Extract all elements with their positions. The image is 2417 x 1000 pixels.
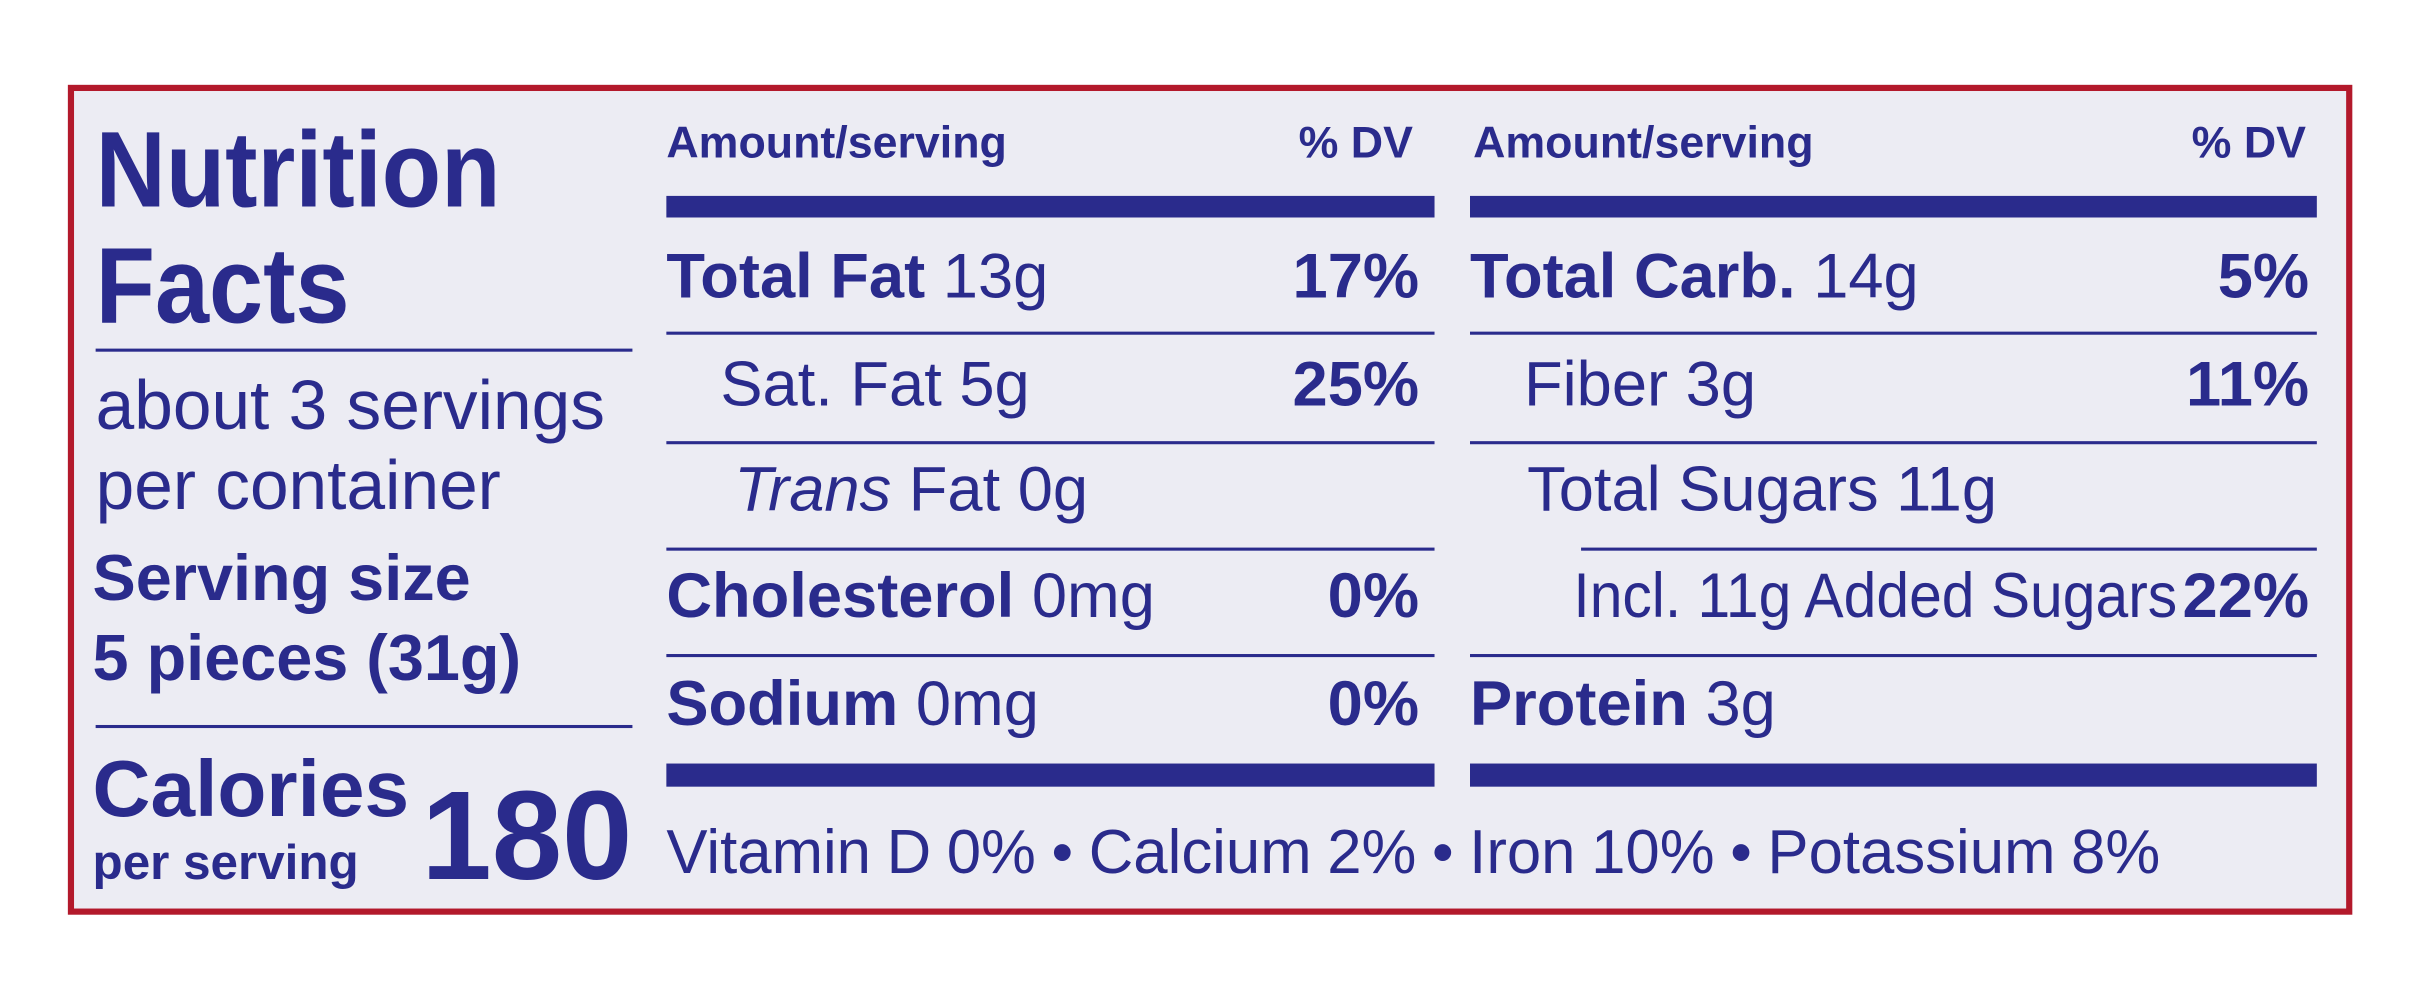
nutrient: Total Sugars 11g [1527, 453, 1998, 525]
nutrient: Incl. 11g Added Sugars [1573, 559, 2178, 631]
divider [1581, 547, 2317, 551]
divider [666, 547, 1435, 551]
thick-bar [666, 195, 1435, 218]
dv: 25% [1292, 348, 1420, 420]
nutrient: Fiber 3g [1523, 348, 1757, 420]
dv-header: % DV [2191, 118, 2307, 169]
nutrient-row: Sodium 0mg 0% [666, 667, 1420, 741]
nutrient-row: Cholesterol 0mg 0% [666, 559, 1420, 633]
amount: 3g [1705, 667, 1776, 739]
dv: 11% [2186, 348, 2310, 420]
calories-sublabel: per serving [92, 834, 359, 891]
nutrient-row: Sat. Fat 5g 25% [720, 348, 1420, 421]
amount-header: Amount/serving [1473, 118, 1814, 169]
servings: about 3 servings [95, 365, 605, 445]
dv-header: % DV [1298, 118, 1413, 169]
amount: Fat 0g [908, 453, 1089, 525]
thick-bar [1470, 195, 2317, 218]
servings: per container [95, 445, 501, 525]
vitamin: Potassium 8% [1767, 819, 2161, 887]
nutrient-row: Total Fat 13g 17% [666, 240, 1420, 313]
vitamin: Iron 10% [1469, 819, 1715, 887]
dv: 0% [1327, 559, 1420, 631]
nutrient: Sodium [666, 667, 899, 739]
divider [1470, 441, 2317, 445]
title: Facts [95, 225, 350, 346]
nutrient: Protein [1470, 667, 1688, 739]
serving-size-value: 5 pieces (31g) [92, 621, 522, 695]
nutrient-row: Protein 3g [1470, 672, 2309, 741]
serving-size-label: Serving size [92, 541, 471, 614]
nutrient: Total Fat [666, 240, 926, 312]
thick-bar [1470, 763, 2317, 787]
divider [95, 724, 633, 729]
nutrient-row: Total Carb. 14g 5% [1470, 240, 2310, 313]
vitamin: Calcium 2% [1088, 819, 1417, 887]
calories-value: 180 [421, 766, 633, 907]
divider [666, 441, 1435, 445]
nutrient: Sat. Fat 5g [720, 348, 1030, 420]
dv: 0% [1327, 667, 1420, 739]
title: Nutrition [95, 109, 501, 230]
dv: 17% [1292, 240, 1420, 312]
vitamin: Vitamin D 0% [666, 819, 1036, 887]
dv: 22% [2182, 559, 2310, 631]
amount: 0mg [1031, 559, 1155, 631]
nutrient-row: Incl. 11g Added Sugars 22% [1573, 559, 2310, 633]
amount: 14g [1813, 240, 1919, 312]
nutrient-row: Total Sugars 11g [1527, 457, 2309, 526]
calories-label: Calories [92, 745, 410, 835]
vitamins: Vitamin D 0% • Calcium 2% • Iron 10% • P… [666, 819, 2161, 887]
nutrient-row: Fiber 3g 11% [1524, 348, 2310, 421]
dv: 5% [2217, 240, 2310, 312]
thick-bar [666, 763, 1435, 787]
amount: 0mg [915, 667, 1039, 739]
amount: 13g [942, 240, 1049, 312]
divider [1470, 331, 2317, 335]
amount-header: Amount/serving [666, 118, 1007, 169]
divider [1470, 654, 2317, 658]
nutrient-row: Trans Fat 0g [734, 457, 1419, 526]
divider [95, 348, 633, 352]
divider [666, 654, 1435, 658]
nutrient: Trans [734, 453, 892, 525]
divider [666, 331, 1435, 335]
nutrient: Total Carb. [1470, 240, 1796, 312]
nutrient: Cholesterol [666, 559, 1015, 631]
